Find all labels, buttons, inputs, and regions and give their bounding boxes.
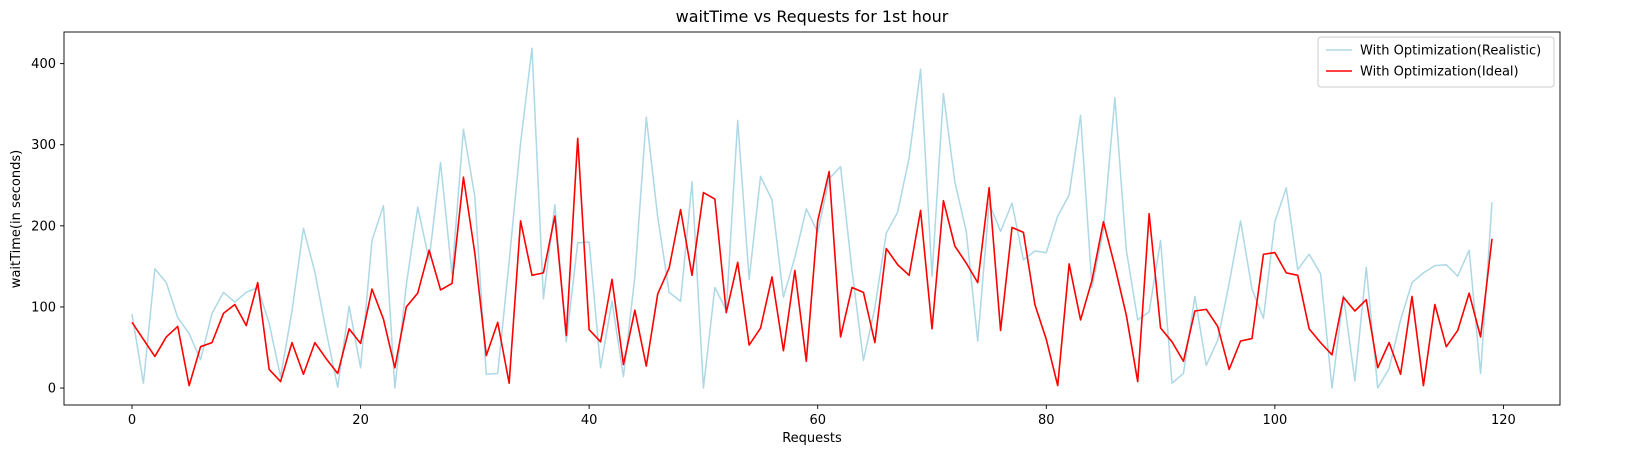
y-tick-label: 0 [48, 382, 56, 397]
y-tick-label: 400 [31, 57, 56, 72]
axes-frame [63, 31, 1561, 406]
plot-area: 0 20 40 60 80 100 120 0 100 200 300 400 [31, 31, 1561, 428]
legend-label-1: With Optimization(Realistic) [1360, 44, 1541, 59]
x-tick-label: 100 [1262, 413, 1287, 428]
x-tick-label: 0 [128, 413, 136, 428]
x-tick-label: 20 [352, 413, 369, 428]
y-tick-label: 100 [31, 300, 56, 315]
x-tick-label: 120 [1491, 413, 1516, 428]
series-line-1 [131, 47, 1493, 389]
y-tick-label: 300 [31, 138, 56, 153]
legend: With Optimization(Realistic) With Optimiz… [1317, 36, 1555, 88]
y-tick-label: 200 [31, 219, 56, 234]
x-tick-label: 80 [1038, 413, 1055, 428]
y-axis-label: waitTime(in seconds) [9, 150, 24, 288]
x-tick-label: 40 [581, 413, 598, 428]
chart-title: waitTime vs Requests for 1st hour [676, 7, 949, 26]
series-line-2 [131, 137, 1493, 387]
x-tick-label: 60 [809, 413, 826, 428]
x-axis-label: Requests [782, 431, 842, 446]
legend-box [1317, 36, 1555, 88]
legend-label-2: With Optimization(Ideal) [1360, 65, 1519, 80]
